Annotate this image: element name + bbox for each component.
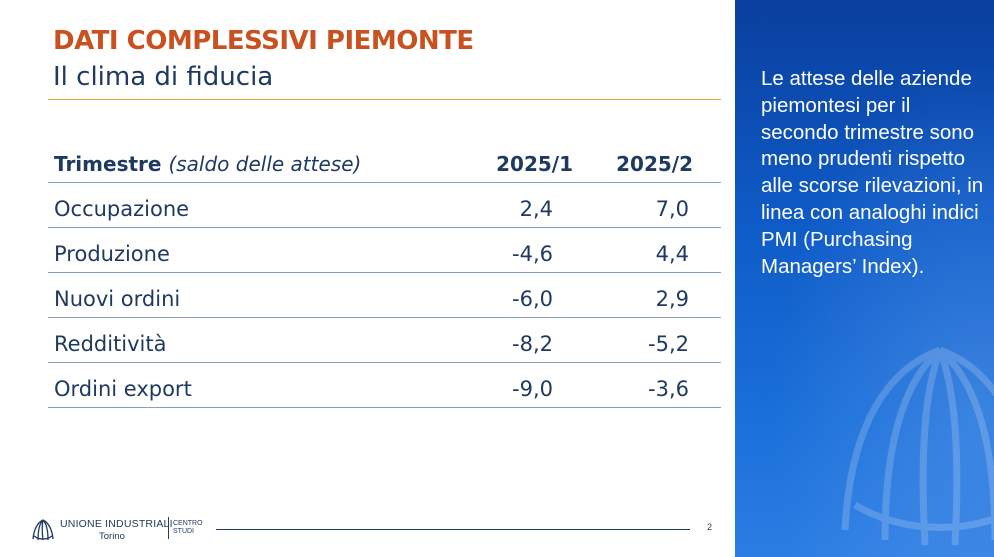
row-value-2025-2: -3,6 — [648, 377, 689, 401]
row-value-2025-2: 2,9 — [655, 287, 689, 311]
row-label: Nuovi ordini — [54, 287, 181, 311]
expectations-table: Trimestre (saldo delle attese) 2025/1 20… — [48, 136, 721, 408]
footer-city: Torino — [99, 531, 125, 542]
unione-industriali-shell-logo-icon — [32, 519, 54, 541]
slide-title: DATI COMPLESSIVI PIEMONTE — [53, 26, 474, 56]
header-col-2025-2: 2025/2 — [616, 152, 693, 176]
row-label: Ordini export — [54, 377, 192, 401]
header-col-2025-1: 2025/1 — [496, 152, 573, 176]
row-value-2025-2: -5,2 — [648, 332, 689, 356]
slide-subtitle: Il clima di fiducia — [53, 62, 274, 92]
table-header-row: Trimestre (saldo delle attese) 2025/1 20… — [48, 136, 721, 183]
shell-watermark-icon — [841, 346, 994, 546]
footer-divider — [168, 517, 169, 539]
row-value-2025-1: -9,0 — [512, 377, 553, 401]
header-label-bold: Trimestre — [54, 152, 162, 176]
row-value-2025-1: 2,4 — [519, 197, 553, 221]
row-label: Produzione — [54, 242, 170, 266]
commentary-text: Le attese delle aziende piemontesi per i… — [761, 67, 984, 278]
table-row: Nuovi ordini -6,0 2,9 — [48, 273, 721, 318]
title-divider — [48, 99, 721, 100]
footer-org-name: UNIONE INDUSTRIALI — [60, 518, 173, 530]
table-row: Ordini export -9,0 -3,6 — [48, 363, 721, 408]
row-value-2025-2: 4,4 — [655, 242, 689, 266]
row-value-2025-1: -6,0 — [512, 287, 553, 311]
footer-rule — [216, 529, 690, 530]
row-value-2025-2: 7,0 — [655, 197, 689, 221]
table-row: Occupazione 2,4 7,0 — [48, 183, 721, 228]
row-value-2025-1: -8,2 — [512, 332, 553, 356]
table-row: Redditività -8,2 -5,2 — [48, 318, 721, 363]
header-label: Trimestre (saldo delle attese) — [54, 152, 361, 176]
footer-centro-studi: CENTRO STUDI — [173, 520, 203, 536]
row-label: Occupazione — [54, 197, 190, 221]
panel-shade — [735, 0, 994, 557]
footer-centro-line2: STUDI — [173, 528, 194, 535]
row-value-2025-1: -4,6 — [512, 242, 553, 266]
table-row: Produzione -4,6 4,4 — [48, 228, 721, 273]
page-number: 2 — [707, 522, 713, 532]
row-label: Redditività — [54, 332, 167, 356]
header-label-italic: (saldo delle attese) — [168, 152, 362, 176]
commentary-panel: Le attese delle aziende piemontesi per i… — [735, 0, 994, 557]
footer-centro-line1: CENTRO — [173, 520, 203, 527]
